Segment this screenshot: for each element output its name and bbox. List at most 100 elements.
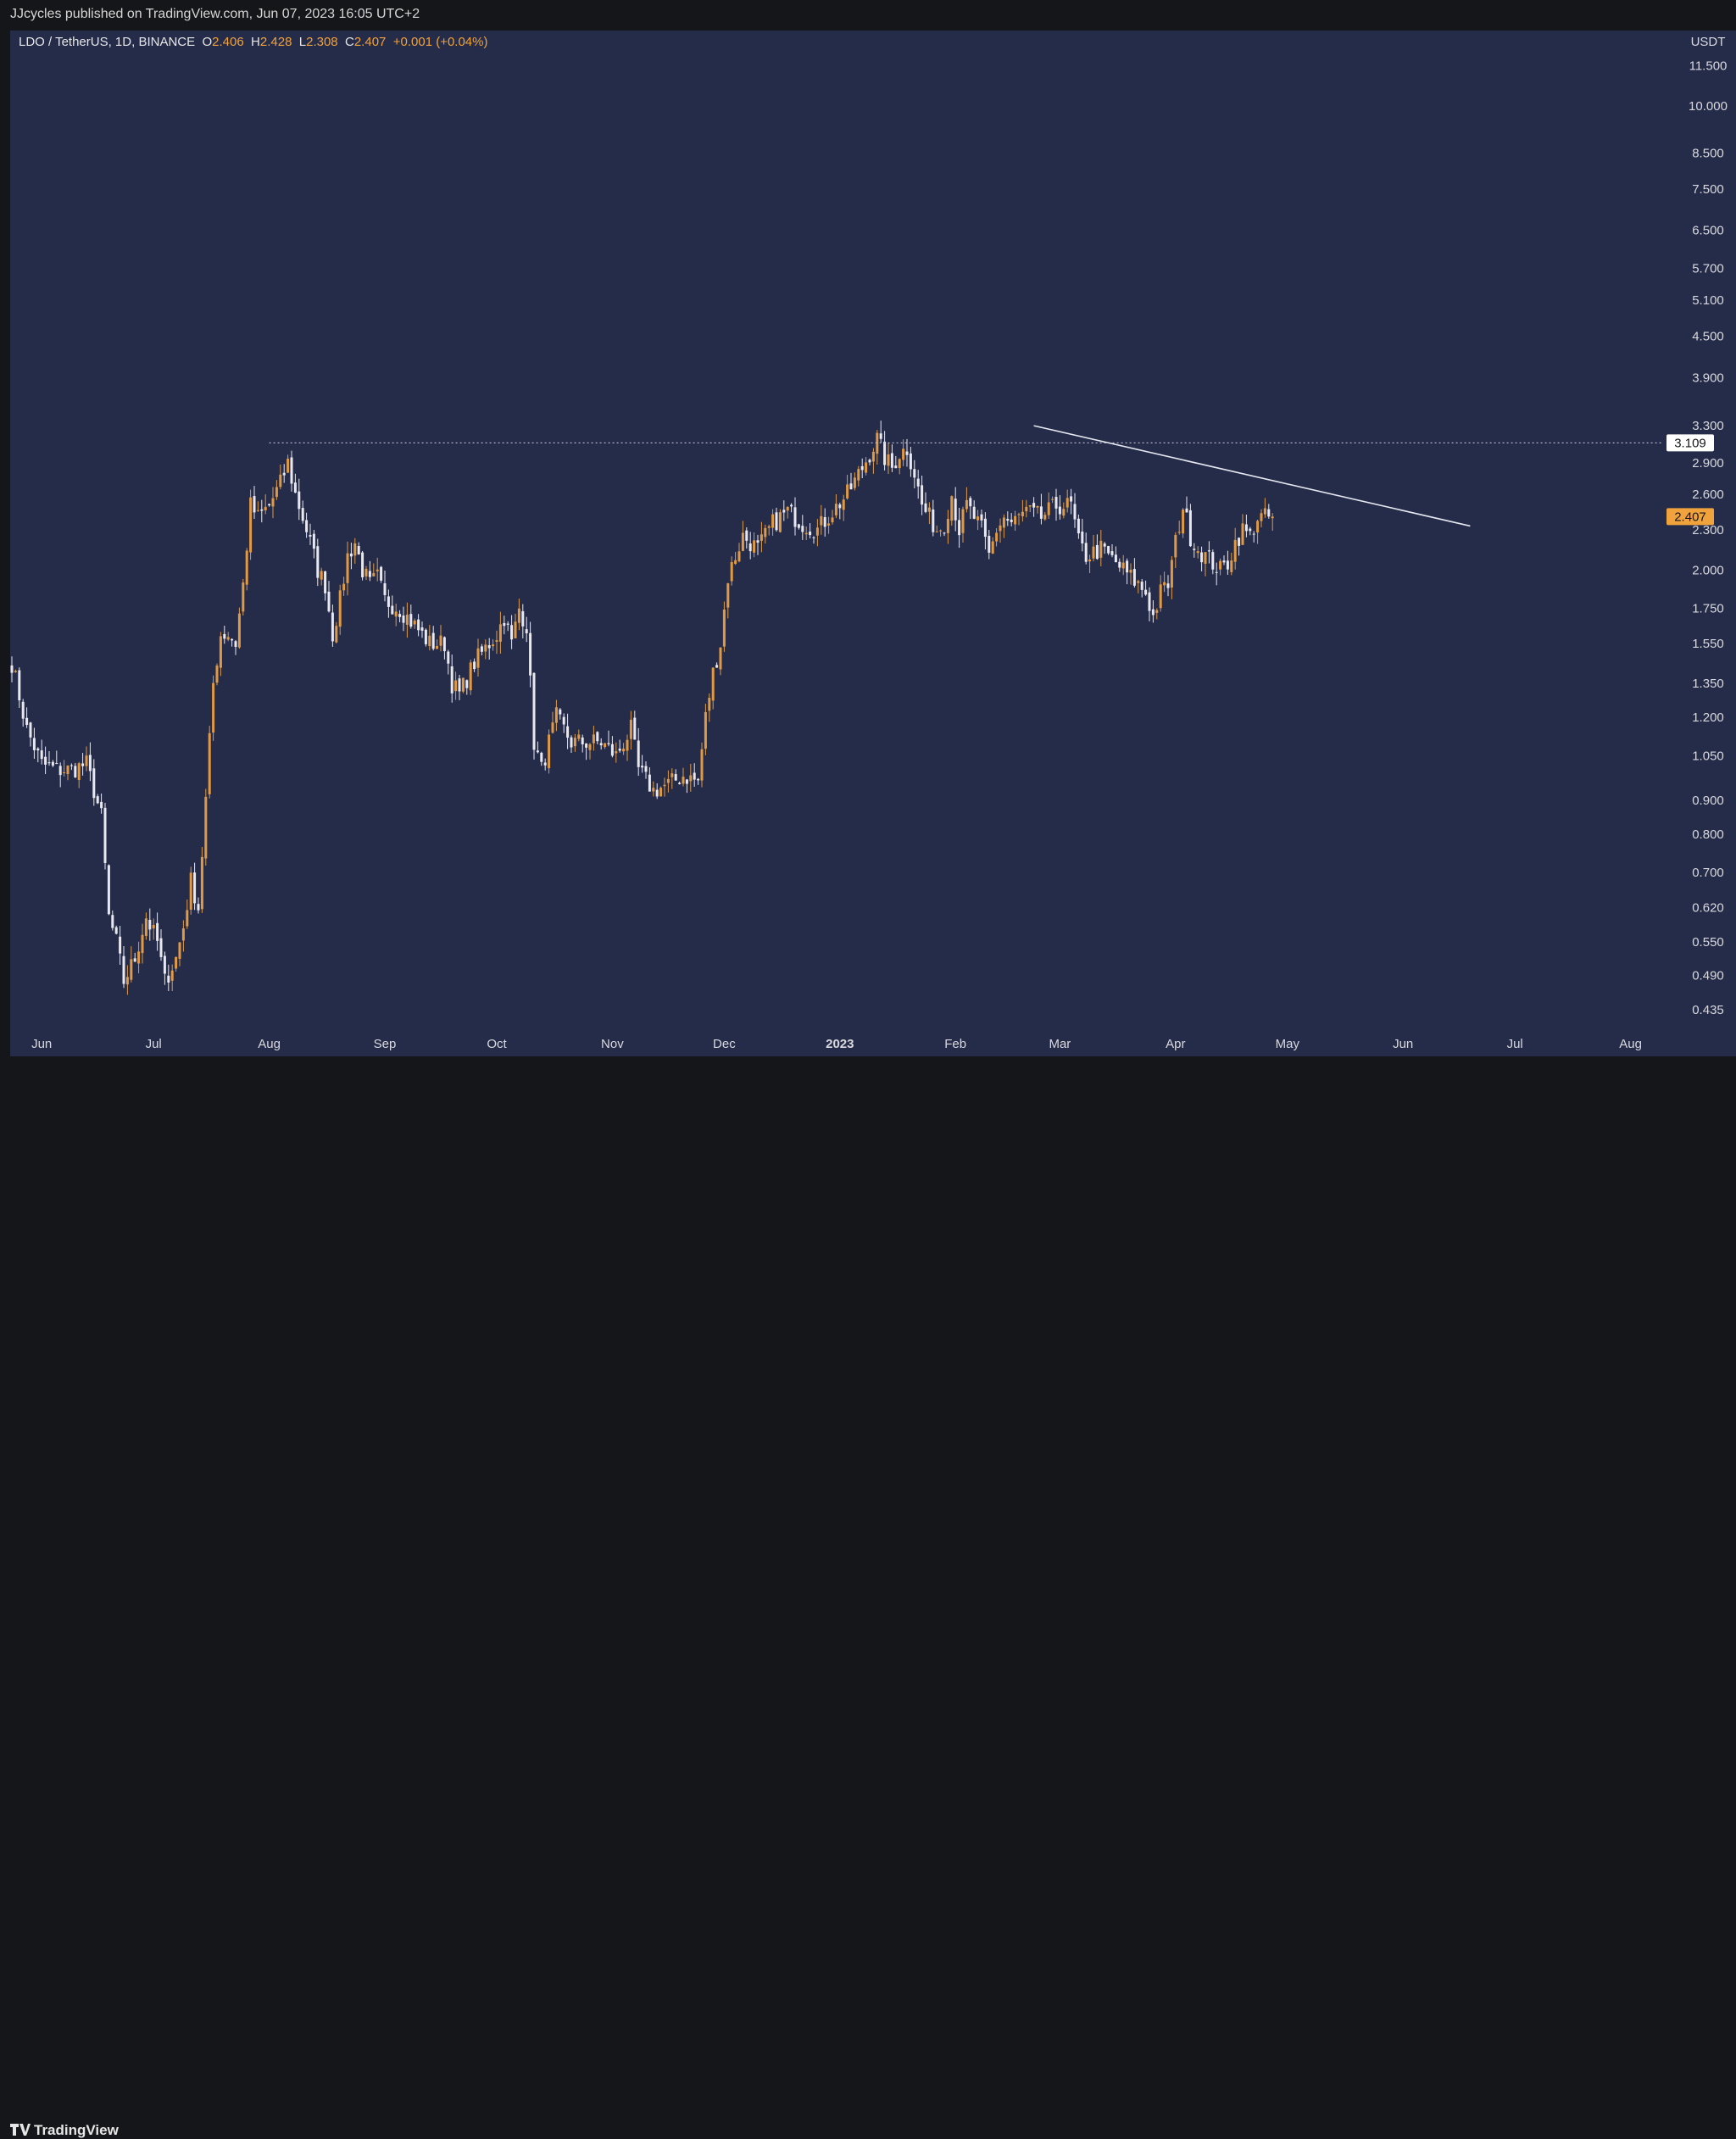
candle-body bbox=[775, 512, 778, 531]
candle-body bbox=[581, 737, 584, 745]
y-tick-label: 7.500 bbox=[1692, 182, 1724, 197]
candle-body bbox=[409, 614, 413, 627]
candle-body bbox=[413, 621, 416, 625]
x-tick-label: Dec bbox=[713, 1037, 736, 1051]
brand-name: TradingView bbox=[34, 2122, 119, 2138]
candle-body bbox=[249, 497, 253, 553]
candle-body bbox=[734, 560, 737, 565]
candle-body bbox=[1230, 560, 1233, 572]
candle-body bbox=[394, 611, 398, 617]
candle-body bbox=[484, 644, 487, 652]
candle-body bbox=[387, 596, 390, 607]
candle-body bbox=[85, 755, 88, 766]
candle-body bbox=[1219, 560, 1222, 570]
low-value: 2.308 bbox=[306, 35, 338, 49]
candle-body bbox=[357, 546, 360, 554]
candle-body bbox=[100, 801, 103, 809]
candle-body bbox=[114, 927, 118, 934]
candle-body bbox=[14, 671, 17, 672]
candle-body bbox=[764, 527, 767, 538]
x-tick-label: Aug bbox=[258, 1037, 281, 1051]
candles-layer bbox=[10, 421, 1274, 995]
candle-body bbox=[659, 788, 663, 797]
candle-body bbox=[629, 719, 632, 739]
candle-body bbox=[809, 532, 812, 536]
candle-body bbox=[883, 441, 887, 465]
candle-body bbox=[256, 510, 259, 511]
candle-body bbox=[1256, 521, 1260, 533]
candle-body bbox=[932, 509, 935, 532]
candle-body bbox=[1238, 538, 1241, 546]
candle-body bbox=[585, 743, 588, 748]
candle-body bbox=[1002, 517, 1005, 528]
x-tick-label: Nov bbox=[601, 1037, 624, 1051]
candle-body bbox=[1271, 516, 1274, 519]
candle-body bbox=[436, 645, 439, 649]
candle-body bbox=[186, 910, 189, 927]
candle-body bbox=[1099, 540, 1103, 558]
x-tick-label: Apr bbox=[1166, 1037, 1185, 1051]
y-tick-label: 1.200 bbox=[1692, 710, 1724, 725]
candle-body bbox=[380, 566, 383, 581]
y-tick-label: 8.500 bbox=[1692, 146, 1724, 160]
y-tick-label: 5.100 bbox=[1692, 293, 1724, 308]
candle-body bbox=[1121, 562, 1125, 569]
candle-body bbox=[1028, 504, 1032, 507]
symbol-name[interactable]: LDO / TetherUS, 1D, BINANCE bbox=[19, 35, 196, 49]
candle-body bbox=[298, 491, 301, 510]
candle-body bbox=[573, 738, 576, 747]
candle-body bbox=[223, 633, 226, 639]
candle-body bbox=[737, 551, 741, 562]
candle-body bbox=[741, 532, 744, 551]
candle-body bbox=[745, 530, 748, 541]
candle-body bbox=[1066, 498, 1069, 508]
candle-body bbox=[1126, 560, 1129, 573]
chart-area[interactable]: 11.500 10.000 8.500 7.500 6.500 5.700 5.100 4.5… bbox=[10, 31, 1736, 1056]
candle-body bbox=[417, 619, 420, 631]
candle-body bbox=[905, 451, 909, 455]
candle-body bbox=[271, 498, 275, 507]
publisher-text: JJcycles published on TradingView.com, J… bbox=[10, 7, 420, 21]
y-tick-label: 0.490 bbox=[1692, 969, 1724, 983]
low-label: L bbox=[298, 35, 307, 49]
candle-body bbox=[1267, 509, 1271, 517]
candle-body bbox=[282, 472, 286, 476]
candle-body bbox=[562, 716, 565, 725]
candle-body bbox=[954, 499, 957, 521]
candle-body bbox=[1043, 515, 1047, 520]
candle-body bbox=[376, 569, 379, 571]
candle-body bbox=[279, 474, 282, 487]
candle-body bbox=[107, 865, 110, 915]
candle-body bbox=[197, 904, 200, 911]
candle-body bbox=[786, 507, 789, 511]
candle-body bbox=[913, 469, 916, 478]
candle-body bbox=[604, 743, 607, 748]
candle-body bbox=[532, 672, 536, 750]
price-chart[interactable]: 11.500 10.000 8.500 7.500 6.500 5.700 5.100 4.5… bbox=[10, 31, 1736, 1056]
candle-body bbox=[853, 477, 856, 488]
axes-layer: 11.500 10.000 8.500 7.500 6.500 5.700 5.100 4.5… bbox=[31, 31, 1736, 1056]
candle-body bbox=[815, 527, 819, 536]
candle-body bbox=[506, 623, 509, 625]
high-label: H bbox=[251, 35, 260, 49]
candle-body bbox=[756, 540, 760, 543]
candle-body bbox=[637, 740, 640, 767]
candle-body bbox=[655, 789, 659, 797]
candle-body bbox=[622, 749, 626, 752]
candle-body bbox=[458, 678, 461, 692]
y-tick-label: 1.750 bbox=[1692, 602, 1724, 616]
candle-body bbox=[1070, 496, 1073, 502]
candle-body bbox=[88, 755, 92, 771]
candle-body bbox=[711, 667, 715, 701]
candle-body bbox=[152, 924, 155, 929]
candle-body bbox=[965, 499, 968, 510]
candle-body bbox=[156, 922, 159, 941]
candle-body bbox=[678, 783, 682, 784]
candle-body bbox=[879, 433, 882, 439]
candle-body bbox=[338, 590, 342, 627]
y-tick-label: 5.700 bbox=[1692, 261, 1724, 276]
tradingview-logo[interactable]: TradingView bbox=[10, 2122, 119, 2139]
candle-body bbox=[431, 632, 435, 649]
candle-body bbox=[1054, 497, 1058, 509]
candle-body bbox=[74, 766, 77, 777]
